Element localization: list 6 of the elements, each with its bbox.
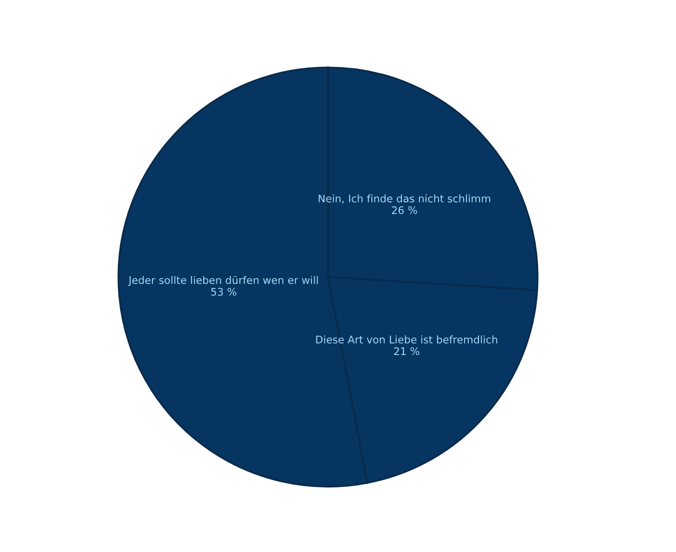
data-label: 21 % (394, 347, 420, 356)
slice-label: Diese Art von Liebe ist befremdlich (316, 335, 498, 344)
data-label: 26 % (392, 206, 418, 214)
slice-label: Nein, Ich finde das nicht schlimm (318, 194, 490, 204)
slice-label: Jeder sollte lieben dürfen wen er will (128, 276, 318, 286)
data-label: 53 % (211, 288, 236, 296)
